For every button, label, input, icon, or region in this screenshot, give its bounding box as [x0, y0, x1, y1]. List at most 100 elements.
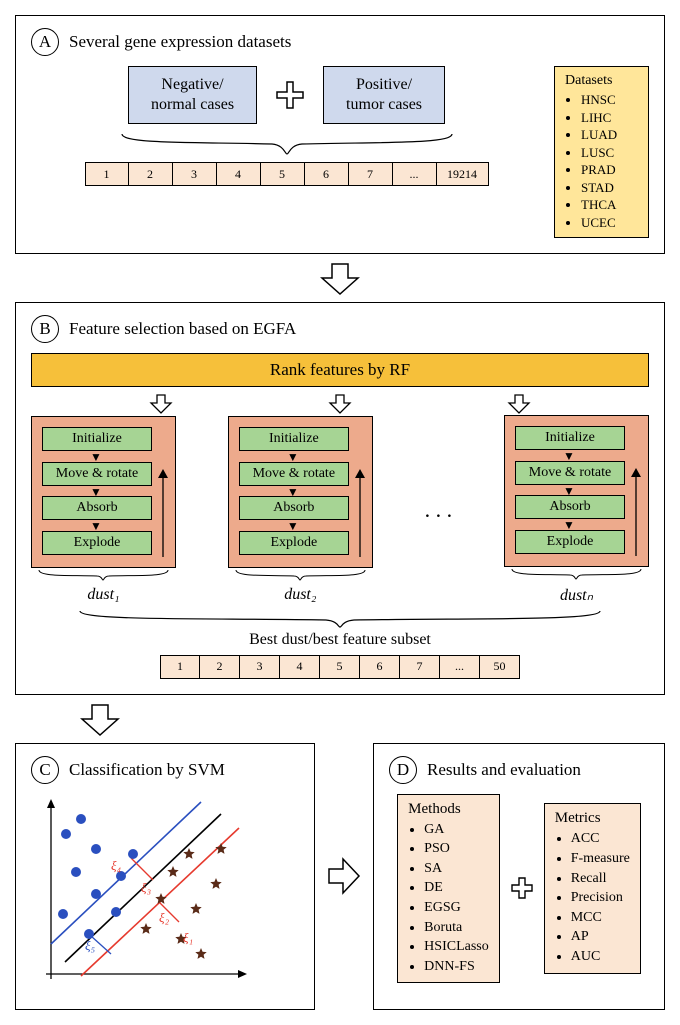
- step-move: Move & rotate: [515, 461, 625, 485]
- svm-blue-point: [61, 829, 71, 839]
- method-item: SA: [424, 859, 489, 879]
- cell: 6: [360, 655, 400, 679]
- panel-d-title: Results and evaluation: [427, 760, 581, 780]
- dataset-item: LUAD: [581, 126, 638, 144]
- step-absorb: Absorb: [515, 495, 625, 519]
- method-item: Boruta: [424, 918, 489, 938]
- cell: 7: [400, 655, 440, 679]
- step-initialize: Initialize: [515, 426, 625, 450]
- loop-arrow-icon: [353, 469, 367, 559]
- brace-icon: [504, 567, 649, 581]
- panel-a-body: Negative/ normal cases Positive/ tumor c…: [31, 66, 649, 238]
- brace-icon: [228, 568, 373, 582]
- cd-row: C Classification by SVM ξ₅: [15, 743, 665, 1010]
- arrow-down-icon: ▼: [86, 453, 106, 461]
- cell: 19214: [437, 162, 489, 186]
- plus-icon: [275, 80, 305, 110]
- method-item: PSO: [424, 839, 489, 859]
- cell: 50: [480, 655, 520, 679]
- arrow-down-icon: [75, 703, 125, 737]
- panel-d: D Results and evaluation Methods GA PSO …: [373, 743, 665, 1010]
- panel-a-header: A Several gene expression datasets: [31, 28, 649, 56]
- dataset-item: HNSC: [581, 91, 638, 109]
- dataset-item: LUSC: [581, 144, 638, 162]
- dust-col: Initialize ▼ Move & rotate ▼ Absorb ▼ Ex…: [31, 416, 176, 603]
- datasets-box: Datasets HNSC LIHC LUAD LUSC PRAD STAD T…: [554, 66, 649, 238]
- svm-brown-point: [155, 893, 166, 904]
- arrow-down-icon: ▼: [559, 521, 579, 529]
- arrow-down-icon: [504, 393, 534, 415]
- panel-b-title: Feature selection based on EGFA: [69, 319, 296, 339]
- cell: 1: [160, 655, 200, 679]
- svm-brown-point: [210, 878, 221, 889]
- panel-c-letter: C: [31, 756, 59, 784]
- step-absorb: Absorb: [239, 496, 349, 520]
- step-initialize: Initialize: [42, 427, 152, 451]
- metric-item: ACC: [571, 829, 630, 849]
- dust-box: Initialize ▼ Move & rotate ▼ Absorb ▼ Ex…: [504, 415, 649, 566]
- svm-brown-point: [167, 866, 178, 877]
- rank-box: Rank features by RF: [31, 353, 649, 387]
- step-move: Move & rotate: [42, 462, 152, 486]
- svm-blue-point: [91, 889, 101, 899]
- step-explode: Explode: [239, 531, 349, 555]
- dust-box: Initialize ▼ Move & rotate ▼ Absorb ▼ Ex…: [228, 416, 373, 567]
- svm-brown-point: [190, 903, 201, 914]
- dust-label: dustₙ: [504, 585, 649, 605]
- svm-blue-point: [71, 867, 81, 877]
- arrow-right-icon: [327, 854, 361, 898]
- cell: 4: [280, 655, 320, 679]
- cell: 5: [320, 655, 360, 679]
- metric-item: F-measure: [571, 849, 630, 869]
- dust-box: Initialize ▼ Move & rotate ▼ Absorb ▼ Ex…: [31, 416, 176, 567]
- metric-item: MCC: [571, 908, 630, 928]
- negative-l2: normal cases: [151, 96, 234, 113]
- gene-row-b: 1 2 3 4 5 6 7 ... 50: [31, 655, 649, 679]
- method-item: HSICLasso: [424, 937, 489, 957]
- panel-b: B Feature selection based on EGFA Rank f…: [15, 302, 665, 694]
- svm-scatter-plot: ξ₅ ξ₄ ξ₃ ξ₂ ξ₁: [31, 794, 261, 989]
- panel-d-header: D Results and evaluation: [389, 756, 649, 784]
- method-item: DE: [424, 878, 489, 898]
- metric-item: AUC: [571, 947, 630, 967]
- cell: 5: [261, 162, 305, 186]
- panel-c: C Classification by SVM ξ₅: [15, 743, 315, 1010]
- svg-text:ξ₅: ξ₅: [85, 938, 95, 953]
- svg-text:ξ₄: ξ₄: [111, 858, 122, 873]
- best-label: Best dust/best feature subset: [31, 631, 649, 649]
- panel-d-letter: D: [389, 756, 417, 784]
- svm-blue-point: [111, 907, 121, 917]
- svm-blue-point: [91, 844, 101, 854]
- method-item: EGSG: [424, 898, 489, 918]
- methods-box: Methods GA PSO SA DE EGSG Boruta HSICLas…: [397, 794, 500, 984]
- panel-b-letter: B: [31, 315, 59, 343]
- arrow-down-icon: ▼: [283, 488, 303, 496]
- svg-text:ξ₃: ξ₃: [141, 880, 151, 895]
- step-initialize: Initialize: [239, 427, 349, 451]
- metric-item: Precision: [571, 888, 630, 908]
- datasets-list: HNSC LIHC LUAD LUSC PRAD STAD THCA UCEC: [565, 91, 638, 231]
- arrow-down-icon: ▼: [86, 522, 106, 530]
- metrics-title: Metrics: [555, 810, 630, 827]
- dataset-item: UCEC: [581, 214, 638, 232]
- step-explode: Explode: [42, 531, 152, 555]
- arrow-down-icon: [146, 393, 176, 415]
- arrow-right-wrap: [327, 743, 361, 1010]
- dust-row: Initialize ▼ Move & rotate ▼ Absorb ▼ Ex…: [31, 415, 649, 604]
- cell: 7: [349, 162, 393, 186]
- negative-cases-box: Negative/ normal cases: [128, 66, 257, 124]
- cell: 2: [129, 162, 173, 186]
- step-move: Move & rotate: [239, 462, 349, 486]
- dataset-item: THCA: [581, 196, 638, 214]
- metrics-list: ACC F-measure Recall Precision MCC AP AU…: [555, 829, 630, 966]
- cell: 3: [173, 162, 217, 186]
- svm-brown-point: [140, 923, 151, 934]
- metric-item: Recall: [571, 869, 630, 889]
- panel-c-header: C Classification by SVM: [31, 756, 299, 784]
- cell: ...: [440, 655, 480, 679]
- positive-l1: Positive/: [356, 76, 412, 93]
- arrow-down-icon: ▼: [283, 522, 303, 530]
- ellipsis: . . .: [425, 497, 453, 523]
- panel-a-title: Several gene expression datasets: [69, 32, 291, 52]
- panel-b-header: B Feature selection based on EGFA: [31, 315, 649, 343]
